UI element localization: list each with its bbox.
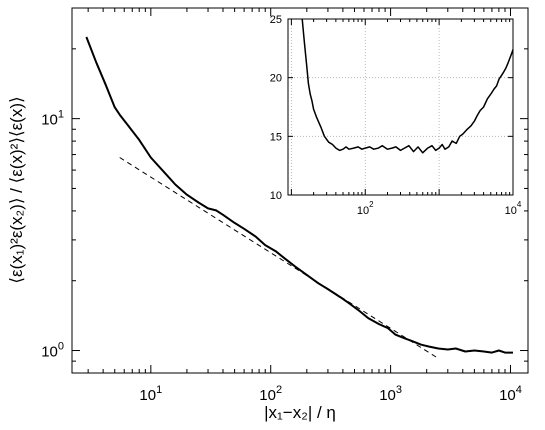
x-tick-label: 101 [139, 384, 162, 404]
y-tick-label-base: 10 [41, 112, 58, 129]
inset-y-tick-label: 20 [270, 73, 282, 85]
x-tick-label-base: 10 [259, 387, 276, 404]
x-tick-label-exponent: 2 [276, 384, 282, 396]
y-axis-label: ⟨ε(x₁)²ε(x₂)⟩ / ⟨ε(x)²⟩⟨ε(x)⟩ [7, 96, 26, 283]
y-tick-label-exponent: 1 [58, 109, 64, 121]
y-tick-label-base: 10 [41, 344, 58, 361]
inset-background [288, 19, 513, 195]
y-tick-label-exponent: 0 [58, 341, 64, 353]
x-tick-label-exponent: 3 [396, 384, 402, 396]
y-tick-label: 100 [41, 341, 64, 361]
inset-x-tick-label-base: 10 [357, 205, 369, 217]
inset-x-tick-label: 102 [357, 200, 374, 217]
inset-x-tick-label: 104 [505, 200, 522, 217]
y-tick-label: 101 [41, 109, 64, 129]
inset-y-tick-label: 15 [270, 131, 282, 143]
x-tick-label-base: 10 [139, 387, 156, 404]
inset-y-tick-label: 25 [270, 14, 282, 26]
x-tick-label: 103 [379, 384, 402, 404]
inset-curve [301, 18, 514, 154]
x-tick-label-exponent: 1 [156, 384, 162, 396]
x-tick-label-exponent: 4 [516, 384, 522, 396]
x-tick-label-base: 10 [379, 387, 396, 404]
x-tick-label: 104 [499, 384, 522, 404]
inset-x-tick-label-exponent: 4 [517, 200, 522, 209]
inset-y-tick-label: 10 [270, 190, 282, 202]
plot-area-frame [71, 7, 529, 374]
x-axis-label: |x₁−x₂| / η [264, 403, 336, 422]
inset-x-tick-label-exponent: 2 [369, 200, 374, 209]
inset-x-tick-label-base: 10 [505, 205, 517, 217]
x-tick-label-base: 10 [499, 387, 516, 404]
inset-frame [287, 18, 514, 196]
x-tick-label: 102 [259, 384, 282, 404]
